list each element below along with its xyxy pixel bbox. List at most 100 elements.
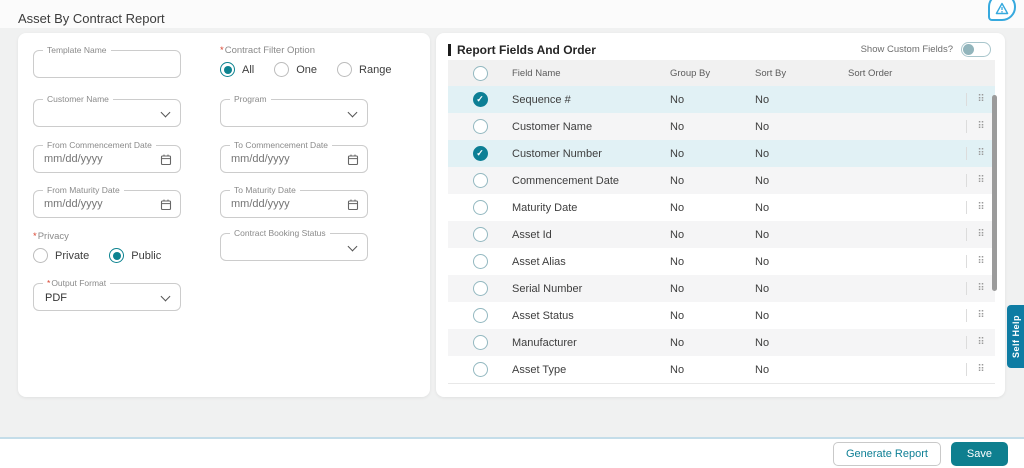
page-title: Asset By Contract Report [18,11,165,26]
field-name-cell: Asset Id [512,228,552,241]
radio-private[interactable]: Private [33,248,89,263]
sort-by-cell: No [755,93,770,106]
toggle-knob [963,44,974,55]
group-by-cell: No [670,147,685,160]
save-button[interactable]: Save [950,441,1008,466]
calendar-icon[interactable] [160,198,172,216]
row-checkbox[interactable]: ✓ [472,335,488,350]
from-commencement-date-label: From Commencement Date [43,140,156,150]
program-select[interactable]: Program [220,94,368,127]
radio-public[interactable]: Public [109,248,161,263]
self-help-tab[interactable]: Self Help [1007,305,1024,368]
drag-handle-icon[interactable]: ⠿ [977,282,985,294]
row-checkbox[interactable]: ✓ [472,200,488,215]
alert-bubble-icon[interactable] [988,0,1016,21]
row-checkbox[interactable]: ✓ [472,362,488,377]
to-commencement-date-field: To Commencement Date [220,140,368,173]
row-checkbox[interactable]: ✓ [472,227,488,242]
group-by-cell: No [670,309,685,322]
calendar-icon[interactable] [160,153,172,171]
report-form-card: Template Name *Contract Filter Option Al… [18,33,430,397]
sort-by-cell: No [755,201,770,214]
group-by-cell: No [670,120,685,133]
drag-handle-icon[interactable]: ⠿ [977,336,985,348]
column-header-sort-by: Sort By [755,67,787,79]
generate-report-button[interactable]: Generate Report [832,441,941,466]
drag-handle-icon[interactable]: ⠿ [977,309,985,321]
privacy-group: Private Public [33,248,161,263]
customer-name-select[interactable]: Customer Name [33,94,181,127]
radio-circle-icon [220,62,235,77]
select-all-checkbox[interactable] [472,65,488,81]
table-body: ✓ Sequence # No No ⠿ ✓ Customer Name No … [448,86,995,383]
row-checkbox[interactable]: ✓ [472,308,488,323]
drag-handle-icon[interactable]: ⠿ [977,228,985,240]
field-name-cell: Maturity Date [512,201,578,214]
output-format-label: *Output Format [43,278,111,288]
contract-booking-status-select[interactable]: Contract Booking Status [220,228,368,261]
to-maturity-date-input[interactable] [221,191,367,217]
row-checkbox[interactable]: ✓ [472,281,488,296]
warning-triangle-icon [995,2,1009,15]
show-custom-fields-toggle[interactable] [961,42,991,57]
row-checkbox[interactable]: ✓ [472,146,488,161]
table-scrollbar[interactable] [992,95,997,291]
to-maturity-date-field: To Maturity Date [220,185,368,218]
calendar-icon[interactable] [347,153,359,171]
table-row: ✓ Asset Alias No No ⠿ [448,248,995,275]
radio-all[interactable]: All [220,62,254,77]
from-commencement-date-input[interactable] [34,146,180,172]
field-name-cell: Asset Type [512,363,567,376]
drag-handle-icon[interactable]: ⠿ [977,255,985,267]
row-checkbox[interactable]: ✓ [472,173,488,188]
field-name-cell: Commencement Date [512,174,619,187]
field-name-cell: Serial Number [512,282,583,295]
drag-handle-icon[interactable]: ⠿ [977,363,985,375]
table-row: ✓ Asset Type No No ⠿ [448,356,995,383]
required-asterisk: * [220,45,224,56]
row-divider [966,363,967,376]
table-row: ✓ Commencement Date No No ⠿ [448,167,995,194]
row-checkbox[interactable]: ✓ [472,119,488,134]
drag-handle-icon[interactable]: ⠿ [977,201,985,213]
table-header-row: Field Name Group By Sort By Sort Order [448,60,995,86]
row-divider [966,93,967,106]
row-divider [966,309,967,322]
template-name-input[interactable] [34,51,180,77]
table-row: ✓ Serial Number No No ⠿ [448,275,995,302]
output-format-select[interactable]: *Output Format PDF [33,278,181,311]
radio-one[interactable]: One [274,62,317,77]
table-row: ✓ Sequence # No No ⠿ [448,86,995,113]
from-maturity-date-label: From Maturity Date [43,185,124,195]
to-maturity-date-label: To Maturity Date [230,185,300,195]
column-header-sort-order: Sort Order [848,67,893,79]
sort-by-cell: No [755,255,770,268]
field-name-cell: Customer Number [512,147,602,160]
group-by-cell: No [670,255,685,268]
row-checkbox[interactable]: ✓ [472,254,488,269]
row-divider [966,120,967,133]
row-checkbox[interactable]: ✓ [472,92,488,107]
field-name-cell: Manufacturer [512,336,577,349]
chevron-down-icon [160,107,171,118]
group-by-cell: No [670,93,685,106]
row-divider [966,336,967,349]
from-maturity-date-input[interactable] [34,191,180,217]
radio-range[interactable]: Range [337,62,391,77]
drag-handle-icon[interactable]: ⠿ [977,93,985,105]
group-by-cell: No [670,201,685,214]
field-name-cell: Asset Status [512,309,574,322]
table-row: ✓ Manufacturer No No ⠿ [448,329,995,356]
report-fields-card: Report Fields And Order Show Custom Fiel… [436,33,1005,397]
drag-handle-icon[interactable]: ⠿ [977,147,985,159]
row-divider [966,174,967,187]
group-by-cell: No [670,363,685,376]
table-row: ✓ Maturity Date No No ⠿ [448,194,995,221]
to-commencement-date-label: To Commencement Date [230,140,333,150]
calendar-icon[interactable] [347,198,359,216]
drag-handle-icon[interactable]: ⠿ [977,120,985,132]
sort-by-cell: No [755,174,770,187]
to-commencement-date-input[interactable] [221,146,367,172]
sort-by-cell: No [755,147,770,160]
drag-handle-icon[interactable]: ⠿ [977,174,985,186]
